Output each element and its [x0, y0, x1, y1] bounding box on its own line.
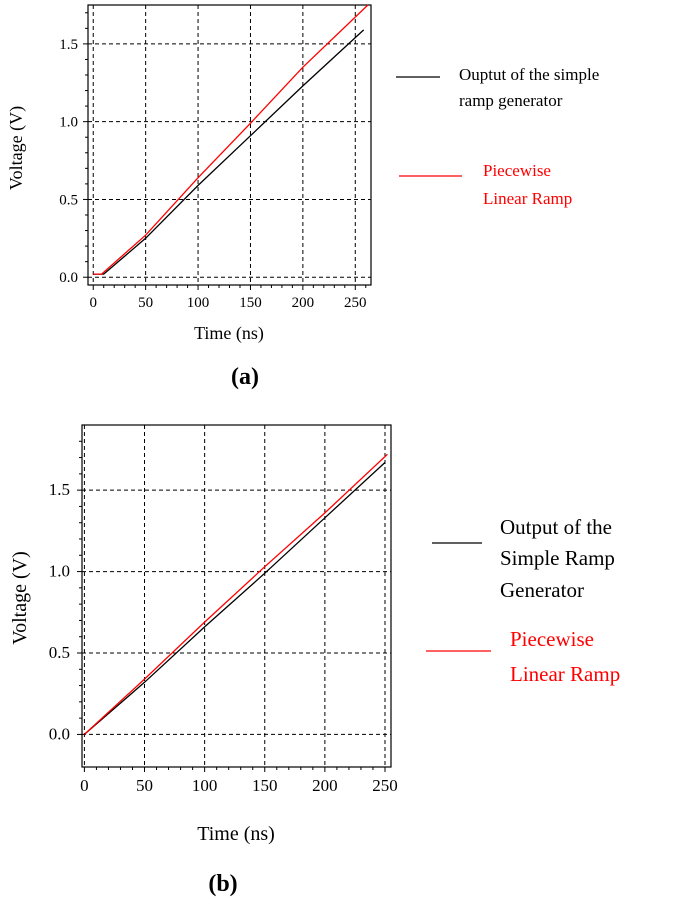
x-tick-label: 200: [312, 776, 338, 795]
y-tick-label: 0.5: [59, 192, 78, 208]
series-line: [83, 462, 386, 735]
legend-label-line: Generator: [500, 578, 584, 602]
y-axis-label: Voltage (V): [6, 106, 27, 190]
y-tick-label: 0.0: [49, 724, 70, 743]
x-tick-label: 50: [138, 295, 153, 311]
x-axis-label: Time (ns): [194, 323, 264, 344]
legend-label-line: Ouptut of the simple: [459, 65, 599, 84]
series-line: [93, 4, 369, 275]
x-axis-label: Time (ns): [197, 823, 275, 845]
y-tick-label: 1.5: [59, 37, 78, 53]
ticks: 0 50 100 150 200 250 0.0 0.5 1.0 1.5: [59, 12, 367, 311]
legend: Ouptut of the simple ramp generator Piec…: [396, 65, 599, 208]
y-tick-label: 1.5: [49, 480, 70, 499]
legend-label-line: Piecewise: [483, 161, 551, 180]
y-tick-label: 0.5: [49, 643, 70, 662]
series-line: [83, 453, 388, 735]
legend-label-line: Linear Ramp: [483, 189, 572, 208]
series: [93, 4, 369, 275]
chart-a: 0 50 100 150 200 250 0.0 0.5 1.0 1.5 Time (ns) Vo…: [6, 4, 599, 390]
y-tick-label: 0.0: [59, 270, 78, 286]
grid: [82, 425, 391, 767]
x-tick-label: 250: [372, 776, 398, 795]
series: [83, 453, 388, 735]
legend-label-line: Output of the: [500, 515, 612, 539]
legend-label-line: ramp generator: [459, 91, 563, 110]
ticks: 0 50 100 150 200 250 0.0 0.5 1.0 1.5: [49, 440, 398, 795]
x-tick-label: 200: [292, 295, 315, 311]
x-tick-label: 50: [136, 776, 153, 795]
plot-frame: [81, 424, 392, 768]
series-line: [93, 29, 365, 275]
x-tick-label: 250: [344, 295, 367, 311]
y-axis-label: Voltage (V): [9, 551, 31, 645]
x-tick-label: 0: [89, 295, 97, 311]
legend: Output of the Simple Ramp Generator Piec…: [426, 515, 620, 686]
legend-label-line: Piecewise: [510, 627, 594, 651]
caption-a: (a): [231, 364, 259, 390]
x-tick-label: 100: [192, 776, 218, 795]
x-tick-label: 150: [239, 295, 262, 311]
x-tick-label: 0: [80, 776, 89, 795]
y-tick-label: 1.0: [59, 115, 78, 131]
legend-label-line: Simple Ramp: [500, 546, 615, 570]
y-tick-label: 1.0: [49, 562, 70, 581]
x-tick-label: 150: [252, 776, 278, 795]
legend-label-line: Linear Ramp: [510, 662, 620, 686]
grid: [88, 5, 371, 285]
x-tick-label: 100: [187, 295, 210, 311]
caption-b: (b): [208, 871, 237, 897]
chart-b: 0 50 100 150 200 250 0.0 0.5 1.0 1.5 Time (ns) Vo…: [9, 424, 620, 897]
